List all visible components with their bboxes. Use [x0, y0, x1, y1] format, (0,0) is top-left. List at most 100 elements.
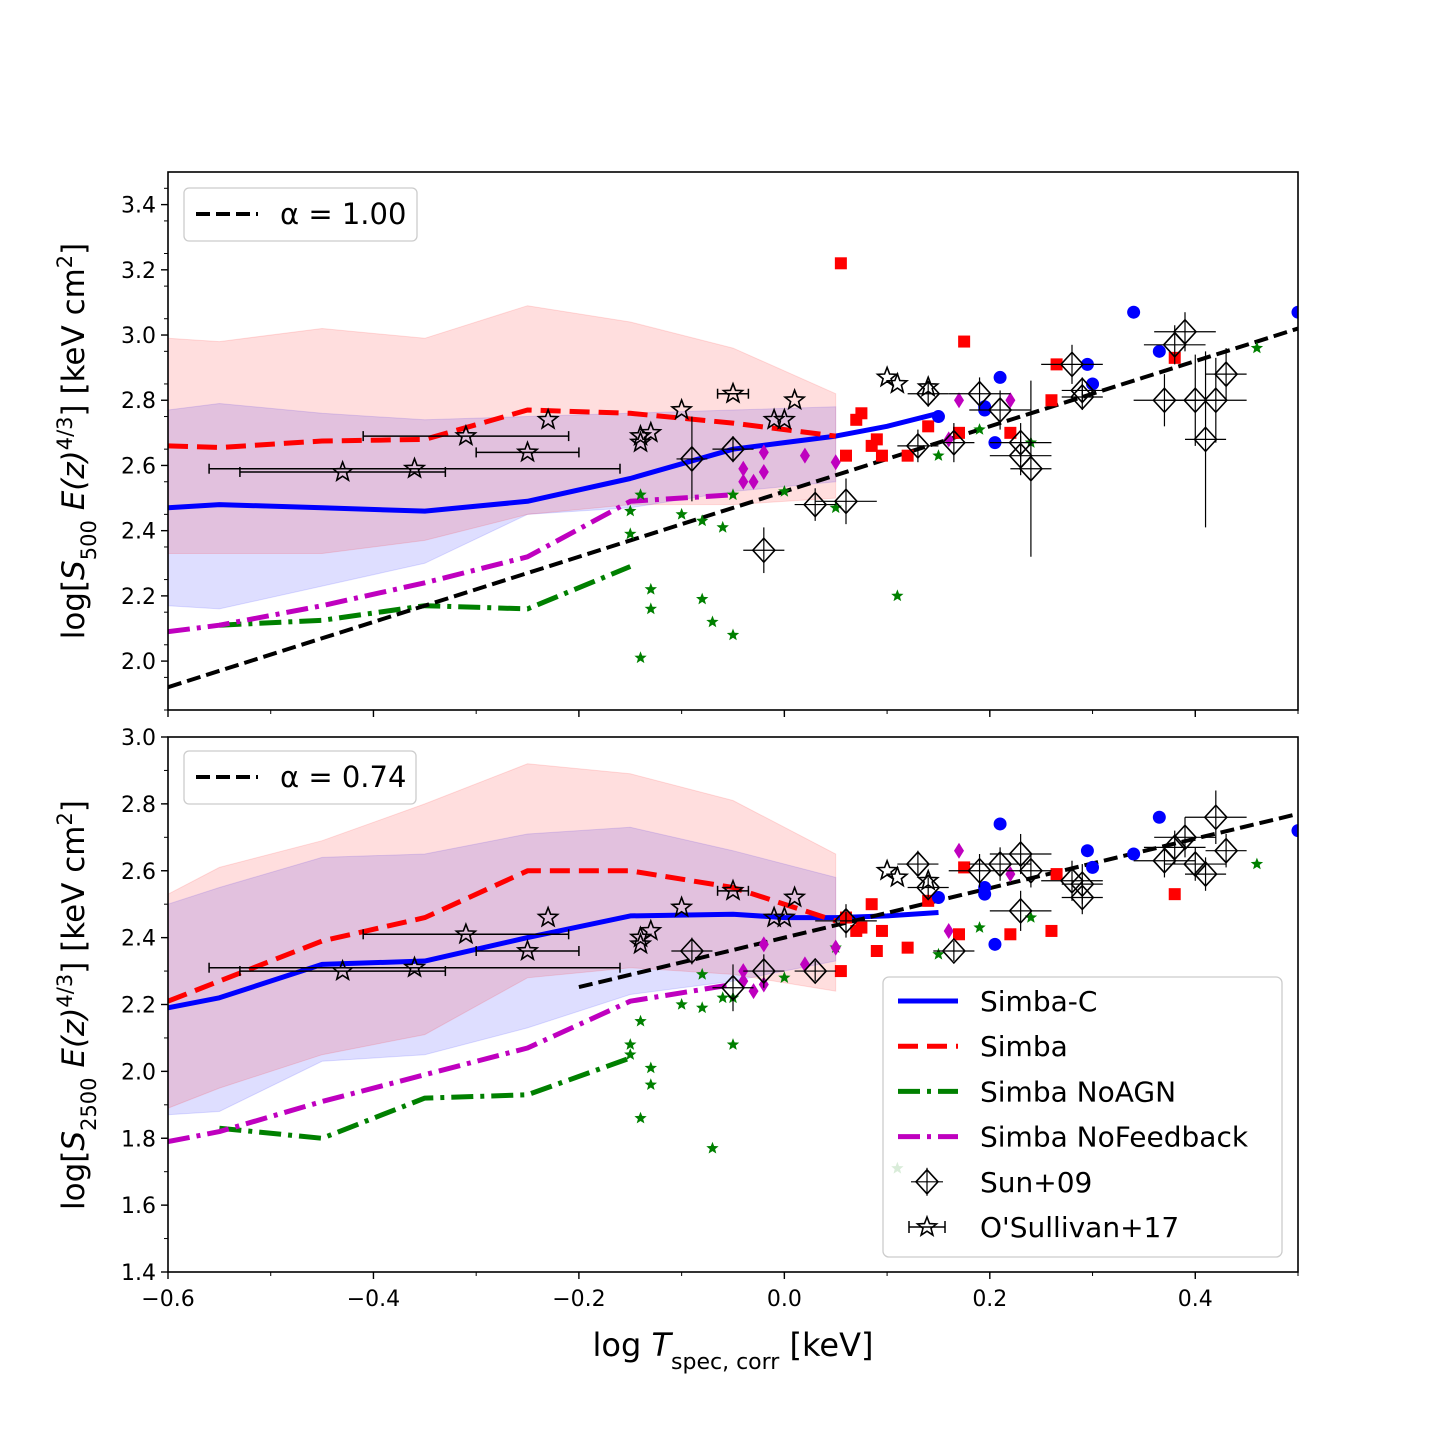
- bottom-simba-square-14: [1168, 888, 1181, 901]
- bottom-noagn-star-11: [726, 1038, 740, 1050]
- top-osullivan-point-1: [208, 456, 621, 479]
- top-ytick-label-2: 2.4: [121, 520, 156, 545]
- main-legend-items: Simba-C Simba Simba NoAGN Simba NoFeedback S…: [898, 985, 1249, 1244]
- legend-label: Simba NoAGN: [980, 1075, 1176, 1108]
- bottom-y-axis-label: log[S2500 E(z)4/3] [keV cm2]: [53, 800, 101, 1210]
- top-noagn-star-16: [932, 449, 945, 461]
- bottom-ytick-label-3: 2.0: [121, 1060, 156, 1085]
- bottom-simba-c-circle-8: [1152, 810, 1166, 824]
- bottom-noagn-star-7: [696, 967, 709, 980]
- top-fit-legend-label: α = 1.00: [280, 197, 406, 231]
- bottom-ytick-label-8: 3.0: [121, 726, 156, 751]
- bottom-simba-c-circle-4: [993, 817, 1007, 831]
- sun09-diamond: [1183, 387, 1208, 414]
- top-osullivan-point-4: [536, 407, 560, 430]
- top-ytick-label-4: 2.8: [121, 389, 156, 414]
- top-sun09-point-6: [907, 380, 949, 407]
- sun09-diamond: [988, 850, 1013, 878]
- osullivan-star: [772, 905, 797, 928]
- bottom-osullivan-point-13: [875, 858, 899, 881]
- top-fit-legend: α = 1.00: [183, 187, 418, 242]
- bottom-sun09-point-0: [671, 937, 713, 965]
- bottom-sun09-point-22: [1205, 833, 1247, 868]
- sun09-diamond: [803, 491, 828, 518]
- bottom-simba-square-6: [875, 924, 888, 937]
- sun09-diamond: [1070, 383, 1095, 411]
- top-simba-square-9: [953, 426, 965, 439]
- top-sun09-point-22: [1205, 348, 1247, 401]
- top-sun09-point-1: [712, 435, 754, 463]
- bottom-y-ticks: 1.4 1.6 1.8 2.0 2.2 2.4 2.6 2.8 3.0: [121, 726, 168, 1286]
- top-x-ticks: [167, 710, 1299, 717]
- bottom-x-ticks: −0.6 −0.4 −0.2 0.0 0.2 0.4: [141, 1272, 1299, 1312]
- top-sun09-point-18: [1154, 312, 1216, 352]
- bottom-sun09-point-4: [815, 904, 877, 938]
- sun09-diamond: [941, 429, 966, 456]
- bottom-simba-square-12: [1050, 868, 1063, 881]
- osullivan-star: [402, 955, 427, 978]
- top-simba-c-circle-7: [1127, 305, 1141, 319]
- sun09-diamond: [833, 488, 859, 515]
- bottom-nofeedback-diamond-3: [758, 936, 769, 953]
- bottom-osullivan-point-4: [536, 905, 560, 928]
- bottom-ytick-label-6: 2.6: [121, 860, 156, 885]
- bottom-sun09-point-20: [1185, 857, 1227, 891]
- bottom-simba-square-4: [865, 898, 878, 911]
- top-nofeedback-diamond-3: [758, 444, 769, 461]
- sun09-diamond: [1172, 824, 1198, 851]
- bottom-noagn-star-17: [973, 921, 986, 933]
- top-noagn-star-13: [778, 485, 791, 497]
- sun09-diamond: [1214, 837, 1239, 864]
- top-series-simba-nofeedback: [168, 492, 734, 635]
- osullivan-star: [628, 423, 653, 447]
- bottom-simba-c-circle-5: [1080, 844, 1094, 858]
- bottom-fit-legend-label: α = 0.74: [280, 760, 406, 794]
- top-osullivan-point-3: [475, 440, 580, 463]
- bottom-sun09-point-5: [897, 850, 939, 878]
- osullivan-star: [536, 407, 560, 430]
- sun09-diamond: [720, 974, 746, 1001]
- top-nofeedback-diamond-0: [738, 460, 749, 477]
- top-series-simba: [168, 407, 837, 450]
- legend-label: Simba-C: [980, 985, 1097, 1018]
- top-sun09-point-4: [815, 478, 877, 525]
- bottom-sun09-point-10: [989, 890, 1052, 931]
- bottom-osullivan-point-7: [639, 918, 663, 941]
- top-panel: 2.0 2.2 2.4 2.6 2.8 3.0 3.2 3.4 log[S500 E(z)4/…: [53, 171, 1299, 717]
- bottom-simba-square-8: [922, 894, 935, 907]
- bottom-noagn-star-5: [644, 1078, 657, 1090]
- top-noagn-star-14: [829, 501, 842, 514]
- bottom-noagn-star-1: [624, 1038, 637, 1050]
- top-noagn-star-8: [696, 592, 709, 605]
- bottom-fit-legend: α = 0.74: [183, 750, 417, 805]
- legend-item-o-sullivan-17: O'Sullivan+17: [908, 1211, 1179, 1244]
- bottom-sun09-point-13: [1041, 860, 1103, 901]
- top-noagn-star-5: [644, 602, 657, 615]
- osullivan-star: [782, 387, 807, 411]
- top-nofeedback-diamond-7: [943, 431, 954, 448]
- sun09-diamond: [1059, 867, 1085, 894]
- top-osullivan-point-2: [362, 423, 570, 447]
- top-simba-square-8: [922, 420, 935, 433]
- top-plot-layer: [168, 257, 1298, 690]
- sun09-diamond: [1203, 387, 1228, 414]
- top-osullivan-point-12: [782, 387, 807, 411]
- legend-item-simba-noagn: Simba NoAGN: [898, 1075, 1176, 1108]
- osullivan-star: [875, 858, 899, 881]
- sun09-diamond: [916, 380, 941, 407]
- top-y-ticks: 2.0 2.2 2.4 2.6 2.8 3.0 3.2 3.4: [121, 187, 168, 711]
- top-nofeedback-diamond-5: [799, 447, 810, 464]
- bottom-simba-square-7: [901, 941, 914, 954]
- top-nofeedback-diamond-2: [748, 473, 759, 490]
- legend-osul-star: [915, 1214, 939, 1237]
- osullivan-star: [721, 878, 745, 901]
- bottom-series-simba-nofeedback: [168, 981, 734, 1145]
- bottom-osullivan-point-5: [628, 932, 653, 955]
- main-legend: Simba-C Simba Simba NoAGN Simba NoFeedback S…: [882, 976, 1283, 1258]
- legend-sun-diamond: [914, 1168, 940, 1195]
- top-osullivan-point-8: [669, 397, 694, 420]
- top-noagn-star-19: [1250, 341, 1264, 354]
- top-osullivan-point-6: [628, 423, 653, 447]
- sun09-diamond: [1172, 318, 1198, 345]
